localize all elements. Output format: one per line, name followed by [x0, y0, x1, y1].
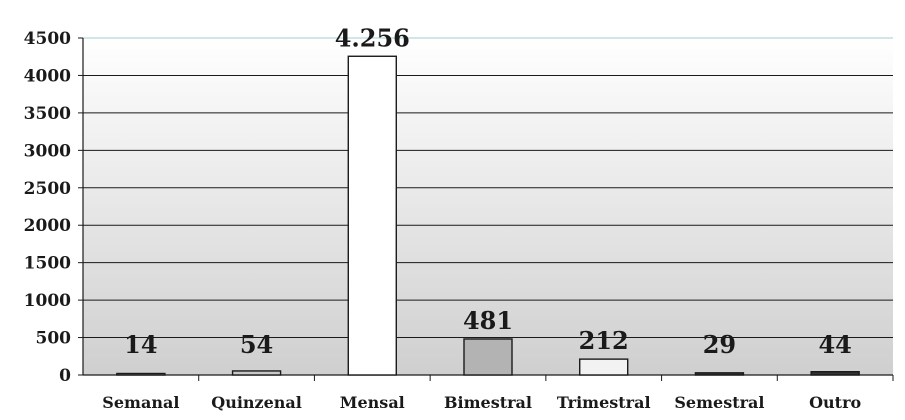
- data-label: 29: [703, 330, 736, 359]
- bar-quinzenal: [231, 370, 282, 376]
- x-tick-label: Semestral: [674, 393, 764, 412]
- y-tick-label: 1500: [24, 254, 71, 274]
- bar-outro: [810, 371, 860, 376]
- data-label: 54: [240, 330, 273, 359]
- plot-background: [83, 38, 893, 375]
- bar-mensal: [347, 55, 397, 376]
- data-label: 212: [579, 326, 629, 355]
- y-tick-label: 1000: [24, 291, 71, 311]
- bar-semanal: [116, 372, 166, 376]
- y-tick-label: 2000: [24, 216, 71, 236]
- data-label: 4.256: [335, 23, 410, 52]
- y-tick-label: 3500: [24, 104, 71, 124]
- y-tick-label: 4500: [24, 29, 71, 49]
- x-tick-label: Trimestral: [557, 393, 651, 412]
- x-tick-label: Bimestral: [444, 393, 532, 412]
- y-tick-label: 0: [59, 366, 71, 386]
- y-tick-label: 3000: [24, 141, 71, 161]
- x-tick-label: Outro: [809, 393, 861, 412]
- data-label: 14: [124, 330, 157, 359]
- y-tick-label: 4000: [24, 66, 71, 86]
- y-tick-label: 500: [36, 329, 72, 349]
- bar-semestral: [694, 372, 745, 376]
- data-label: 481: [463, 306, 513, 335]
- x-tick-label: Quinzenal: [211, 393, 302, 412]
- data-label: 44: [818, 330, 851, 359]
- x-tick-label: Semanal: [102, 393, 179, 412]
- x-tick-label: Mensal: [340, 393, 405, 412]
- bar-bimestral: [463, 338, 513, 376]
- bar-trimestral: [579, 358, 629, 376]
- y-tick-label: 2500: [24, 179, 71, 199]
